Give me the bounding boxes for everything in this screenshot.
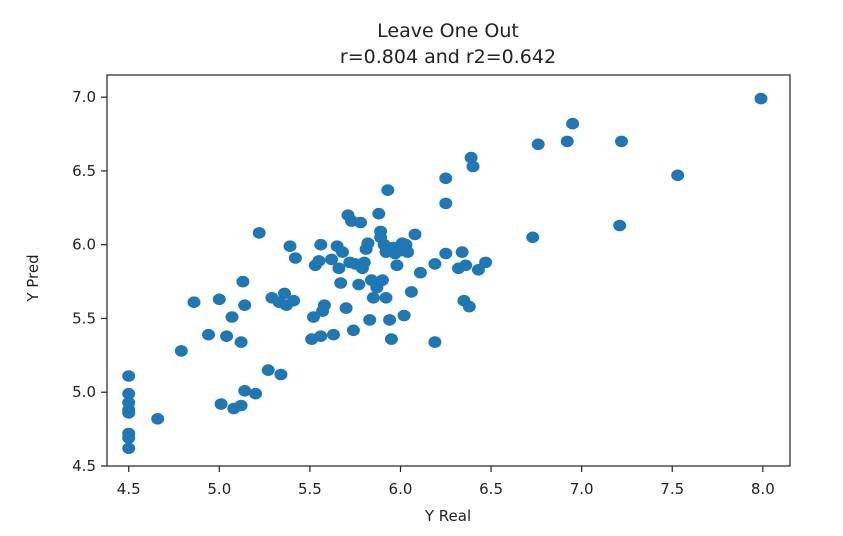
- points-layer: [122, 92, 768, 455]
- data-point: [346, 324, 360, 337]
- data-point: [526, 231, 540, 244]
- data-point: [754, 92, 768, 105]
- data-point: [479, 256, 493, 269]
- data-point: [327, 328, 340, 341]
- data-point: [560, 135, 574, 148]
- data-point: [615, 135, 628, 148]
- data-point: [174, 345, 188, 357]
- data-point: [261, 364, 275, 376]
- data-point: [334, 277, 348, 289]
- x-tick-label: 7.0: [570, 480, 594, 498]
- data-point: [307, 311, 320, 323]
- data-point: [366, 292, 380, 304]
- data-point: [439, 172, 453, 185]
- data-point: [613, 219, 627, 232]
- y-axis-label: Y Pred: [24, 254, 42, 302]
- data-point: [464, 151, 478, 164]
- data-point: [151, 413, 165, 425]
- x-tick-label: 7.5: [660, 480, 684, 498]
- data-point: [466, 160, 480, 173]
- data-point: [439, 197, 453, 210]
- data-point: [236, 275, 250, 288]
- data-point: [390, 259, 404, 272]
- data-point: [336, 246, 349, 258]
- data-point: [375, 274, 389, 286]
- data-point: [122, 387, 136, 400]
- y-tick-label: 4.5: [72, 457, 96, 475]
- data-point: [274, 368, 288, 381]
- y-tick-label: 7.0: [72, 88, 96, 106]
- data-point: [287, 294, 301, 307]
- data-point: [238, 299, 252, 312]
- data-point: [283, 240, 297, 252]
- x-tick-label: 6.5: [479, 480, 503, 498]
- data-point: [566, 117, 580, 130]
- chart-subtitle: r=0.804 and r2=0.642: [340, 46, 556, 68]
- chart-title: Leave One Out: [377, 20, 519, 42]
- y-axis: 4.5 5.0 5.5 6.0 6.5 7.0: [72, 88, 107, 475]
- data-point: [379, 292, 393, 304]
- data-point: [325, 253, 339, 266]
- y-tick-label: 6.5: [72, 162, 96, 180]
- y-tick-label: 5.5: [72, 309, 96, 327]
- x-tick-label: 5.0: [207, 480, 231, 498]
- data-point: [234, 399, 248, 412]
- x-axis-label: Y Real: [424, 507, 471, 525]
- data-point: [372, 207, 386, 220]
- data-point: [459, 259, 473, 272]
- data-point: [384, 333, 398, 345]
- data-point: [381, 184, 395, 196]
- data-point: [202, 328, 215, 341]
- data-point: [220, 330, 234, 343]
- data-point: [428, 258, 442, 270]
- data-point: [314, 238, 328, 251]
- data-point: [531, 138, 545, 151]
- y-tick-label: 5.0: [72, 383, 96, 401]
- data-point: [314, 330, 328, 343]
- data-point: [238, 385, 252, 397]
- data-point: [234, 336, 248, 348]
- data-point: [122, 370, 136, 382]
- data-point: [671, 169, 685, 182]
- x-axis: 4.5 5.0 5.5 6.0 6.5 7.0 7.5 8.0: [117, 466, 775, 498]
- x-tick-label: 4.5: [117, 480, 141, 498]
- data-point: [439, 247, 453, 260]
- data-point: [428, 336, 442, 348]
- data-point: [278, 287, 291, 300]
- data-point: [212, 293, 226, 306]
- data-point: [317, 299, 331, 312]
- plot-frame: [106, 74, 791, 467]
- x-tick-label: 5.5: [298, 480, 322, 498]
- x-tick-label: 6.0: [389, 480, 413, 498]
- data-point: [352, 278, 366, 291]
- data-point: [122, 407, 136, 419]
- data-point: [383, 314, 397, 326]
- data-point: [408, 228, 422, 241]
- y-tick-label: 6.0: [72, 236, 96, 254]
- data-point: [288, 252, 302, 264]
- data-point: [413, 266, 427, 279]
- data-point: [249, 387, 263, 400]
- data-point: [122, 442, 136, 455]
- data-point: [404, 286, 418, 298]
- x-tick-label: 8.0: [751, 480, 775, 498]
- data-point: [187, 296, 201, 309]
- data-point: [225, 311, 239, 323]
- data-point: [214, 398, 228, 410]
- data-point: [361, 237, 375, 249]
- data-point: [455, 246, 469, 258]
- data-point: [357, 256, 371, 269]
- data-point: [252, 227, 266, 239]
- data-point: [332, 262, 346, 275]
- data-point: [401, 246, 415, 258]
- data-point: [354, 216, 368, 229]
- data-point: [363, 314, 377, 326]
- data-point: [339, 302, 353, 314]
- data-point: [397, 309, 411, 322]
- data-point: [122, 432, 136, 444]
- data-point: [462, 300, 476, 313]
- data-point: [312, 255, 326, 267]
